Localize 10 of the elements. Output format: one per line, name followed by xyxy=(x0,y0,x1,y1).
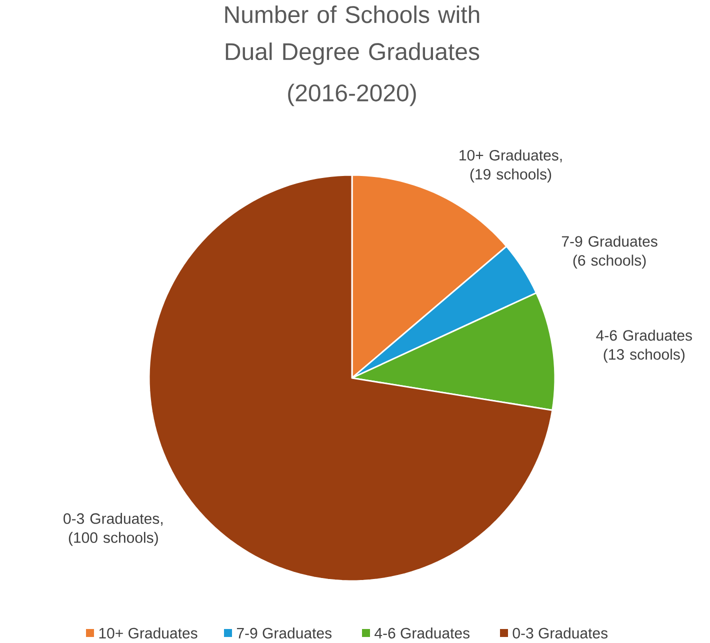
data-label: 7-9 Graduates (6 schools) xyxy=(562,236,658,269)
data-label: 10+ Graduates, (19 schools) xyxy=(460,150,562,183)
data-label: 0-3 Graduates, (100 schools) xyxy=(64,512,162,546)
legend-label: 7-9 Graduates xyxy=(236,627,332,638)
chart-subtitle: (2016-2020) xyxy=(288,84,416,106)
legend-label: 0-3 Graduates xyxy=(512,627,608,638)
legend-label: 10+ Graduates xyxy=(99,627,198,638)
chart-title: Number of Schools with Dual Degree Graduates xyxy=(225,6,480,65)
legend-label: 4-6 Graduates xyxy=(374,627,470,638)
data-label: 4-6 Graduates (13 schools) xyxy=(596,330,692,363)
